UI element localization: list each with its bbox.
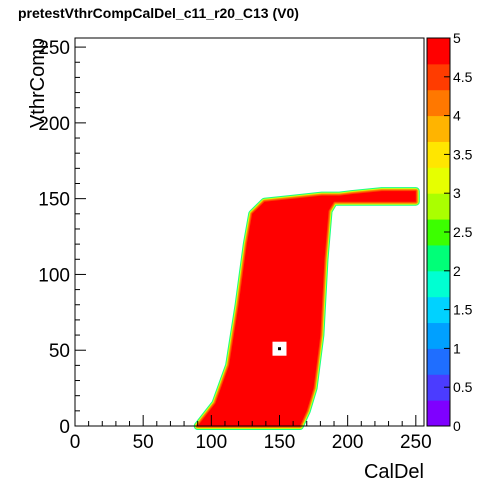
- palette-swatch: [427, 322, 450, 349]
- palette-swatch: [427, 115, 450, 142]
- palette-tick-label: 4.5: [453, 69, 473, 85]
- palette-tick-label: 3.5: [453, 146, 473, 162]
- palette-swatch: [427, 400, 450, 427]
- palette-swatch: [427, 219, 450, 246]
- y-tick-label: 50: [49, 341, 70, 362]
- palette-tick-label: 1.5: [453, 302, 473, 318]
- palette-tick-label: 0: [453, 418, 461, 434]
- palette-swatch: [427, 374, 450, 401]
- palette-swatch: [427, 296, 450, 324]
- heatmap-hole-dot: [277, 347, 281, 351]
- x-tick-label: 200: [332, 432, 364, 453]
- color-palette: 0 0.5 1 1.5 2 2.5 3 3.5 4 4.5 5: [426, 30, 473, 434]
- x-tick-label: 100: [195, 432, 227, 453]
- palette-swatch: [427, 167, 450, 194]
- palette-tick-label: 4: [453, 108, 461, 124]
- palette-swatch: [427, 141, 450, 168]
- y-tick-label: 100: [38, 265, 70, 286]
- palette-tick-label: 3: [453, 185, 461, 201]
- palette-swatch: [427, 89, 450, 117]
- palette-swatch: [427, 348, 450, 375]
- y-tick-label: 200: [38, 114, 70, 135]
- palette-tick-label: 5: [453, 30, 461, 46]
- y-tick-label: 0: [59, 417, 70, 438]
- palette-swatch: [427, 270, 450, 298]
- plot-border: [74, 37, 425, 427]
- x-axis-label: CalDel: [364, 461, 424, 483]
- palette-swatch: [427, 38, 450, 65]
- palette-swatch: [427, 244, 450, 272]
- y-tick-label: 150: [38, 190, 70, 211]
- x-tick-label: 150: [264, 432, 296, 453]
- axes: 0 50 100 150 200 250 0 50 100 150 200 250: [38, 37, 432, 453]
- palette-swatch: [427, 63, 450, 91]
- y-tick-label: 250: [38, 38, 70, 59]
- x-tick-label: 0: [70, 432, 81, 453]
- heatmap-cells: [193, 187, 420, 430]
- palette-tick-label: 0.5: [453, 379, 473, 395]
- palette-tick-label: 2.5: [453, 224, 473, 240]
- palette-tick-label: 2: [453, 263, 461, 279]
- heatmap-fill-region: [197, 191, 416, 426]
- x-tick-label: 50: [133, 432, 154, 453]
- x-tick-label: 250: [400, 432, 432, 453]
- y-axis-label: VthrComp: [27, 38, 49, 128]
- chart-title: pretestVthrCompCalDel_c11_r20_C13 (V0): [18, 5, 299, 21]
- palette-tick-label: 1: [453, 340, 461, 356]
- palette-swatch: [427, 193, 450, 220]
